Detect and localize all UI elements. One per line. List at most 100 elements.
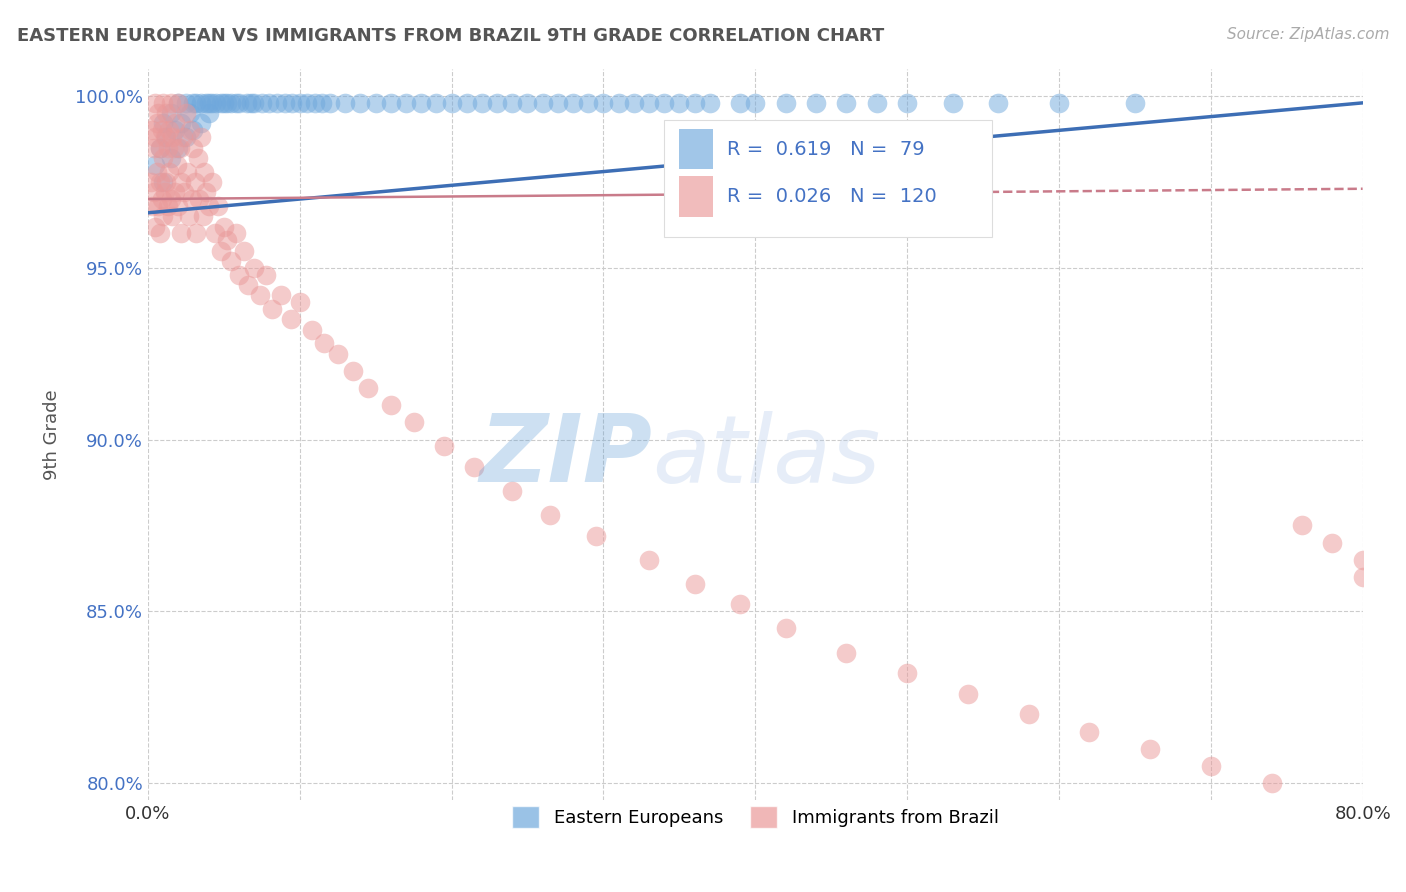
Point [186,227,208,241]
Point [159,95,181,110]
Point [145,219,167,234]
Point [142,140,165,154]
Point [152,95,174,110]
Point [699,95,721,110]
Point [212,219,235,234]
Point [174,95,197,110]
Point [266,95,288,110]
Point [191,209,214,223]
Point [463,460,485,475]
Point [155,175,177,189]
Point [173,185,195,199]
Point [281,95,304,110]
Point [531,95,554,110]
Point [167,199,190,213]
Point [209,244,232,258]
Point [145,158,167,172]
Point [896,666,918,681]
Point [152,151,174,165]
Point [169,140,191,154]
Point [273,95,295,110]
Point [402,415,425,429]
Point [157,164,180,178]
Point [190,95,212,110]
Point [145,130,167,145]
Point [176,164,198,178]
Point [562,95,585,110]
Point [194,185,217,199]
Point [170,175,193,189]
Point [288,295,311,310]
Point [146,164,169,178]
Point [152,116,174,130]
Point [167,95,190,110]
Point [204,227,226,241]
Point [183,140,205,154]
Point [150,192,173,206]
Point [623,95,645,110]
Point [166,158,188,172]
Point [364,95,387,110]
Point [145,95,167,110]
Point [221,253,243,268]
Point [159,151,181,165]
Point [209,95,232,110]
Point [538,508,561,522]
Point [232,244,254,258]
Point [425,95,447,110]
Point [148,106,170,120]
Point [160,209,183,223]
Text: R =  0.026   N =  120: R = 0.026 N = 120 [727,187,936,206]
Point [1291,518,1313,533]
Point [225,95,247,110]
Point [342,364,364,378]
Point [159,106,181,120]
Point [326,346,349,360]
Point [311,95,333,110]
Point [301,323,323,337]
Point [235,95,257,110]
Point [142,185,165,199]
Point [201,175,224,189]
Point [183,95,205,110]
Point [956,687,979,701]
Point [165,116,187,130]
Point [987,95,1010,110]
Point [160,130,183,145]
Point [155,106,177,120]
Point [312,336,335,351]
Point [607,95,630,110]
Point [170,116,193,130]
Point [190,130,212,145]
Point [262,301,284,316]
Point [156,199,179,213]
Point [516,95,538,110]
Point [486,95,509,110]
Point [194,95,217,110]
Point [205,95,228,110]
Point [395,95,418,110]
Point [501,95,523,110]
Point [576,95,599,110]
Point [240,95,263,110]
Text: R =  0.619   N =  79: R = 0.619 N = 79 [727,139,925,159]
Point [207,199,229,213]
Point [197,95,219,110]
Point [349,95,371,110]
Point [254,268,277,282]
Point [149,140,172,154]
Point [179,123,201,137]
Point [139,175,162,189]
Point [180,192,202,206]
Point [259,95,281,110]
Point [319,95,342,110]
Point [170,227,193,241]
Point [896,95,918,110]
Point [159,192,181,206]
Point [1047,95,1070,110]
Point [152,209,174,223]
Point [1123,95,1146,110]
Text: Source: ZipAtlas.com: Source: ZipAtlas.com [1226,27,1389,42]
Point [440,95,463,110]
Point [1199,759,1222,773]
